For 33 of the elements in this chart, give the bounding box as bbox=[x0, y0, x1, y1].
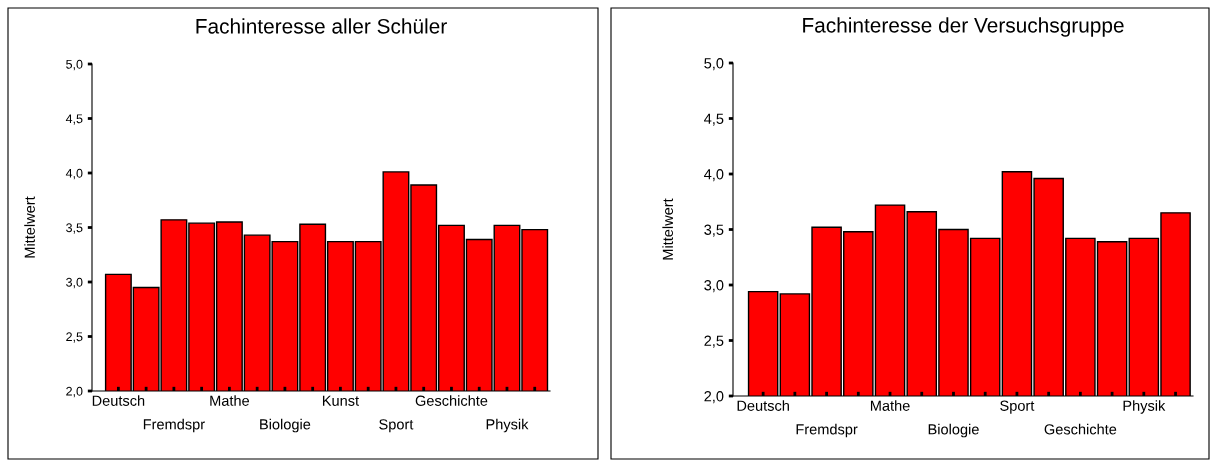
y-axis-title: Mittelwert bbox=[24, 196, 35, 258]
y-tick-label: 5,0 bbox=[704, 58, 724, 71]
y-tick-label: 3,5 bbox=[704, 224, 724, 237]
y-tick-label: 5,0 bbox=[66, 59, 83, 71]
x-tick-label: Fremdspr bbox=[143, 418, 205, 433]
y-tick-label: 4,0 bbox=[704, 169, 724, 182]
chart-title: Fachinteresse der Versuchsgruppe bbox=[803, 17, 1124, 37]
x-tick-label: Biologie bbox=[928, 423, 979, 438]
x-tick-label: Mathe bbox=[870, 400, 910, 411]
x-tick-label: Biologie bbox=[260, 418, 311, 433]
y-tick-label: 2,0 bbox=[66, 386, 83, 398]
y-tick-label: 4,5 bbox=[65, 114, 83, 125]
x-tick-label: Sport bbox=[379, 419, 414, 433]
y-tick-label: 2,5 bbox=[704, 335, 724, 348]
y-tick-label: 3,0 bbox=[66, 277, 83, 289]
x-tick-label: Geschichte bbox=[1044, 423, 1117, 435]
chart-title: Fachinteresse aller Schüler bbox=[196, 18, 447, 34]
x-tick-label: Deutsch bbox=[737, 400, 789, 411]
x-tick-label: Physik bbox=[486, 418, 529, 433]
y-tick-label: 3,5 bbox=[66, 223, 83, 234]
x-tick-label: Mathe bbox=[210, 395, 250, 406]
x-tick-label: Physik bbox=[1123, 400, 1166, 414]
x-tick-label: Fremdspr bbox=[796, 423, 858, 438]
y-tick-label: 2,0 bbox=[704, 391, 724, 404]
x-tick-label: Deutsch bbox=[92, 395, 145, 406]
x-tick-label: Geschichte bbox=[415, 395, 488, 406]
y-tick-label: 3,0 bbox=[704, 280, 724, 293]
y-tick-label: 4,5 bbox=[704, 113, 724, 126]
y-tick-label: 4,0 bbox=[65, 168, 83, 180]
y-axis-title: Mittelwert bbox=[662, 198, 674, 260]
y-tick-label: 2,5 bbox=[66, 332, 83, 343]
x-tick-label: Kunst bbox=[322, 395, 359, 406]
x-tick-label: Sport bbox=[1000, 400, 1035, 414]
